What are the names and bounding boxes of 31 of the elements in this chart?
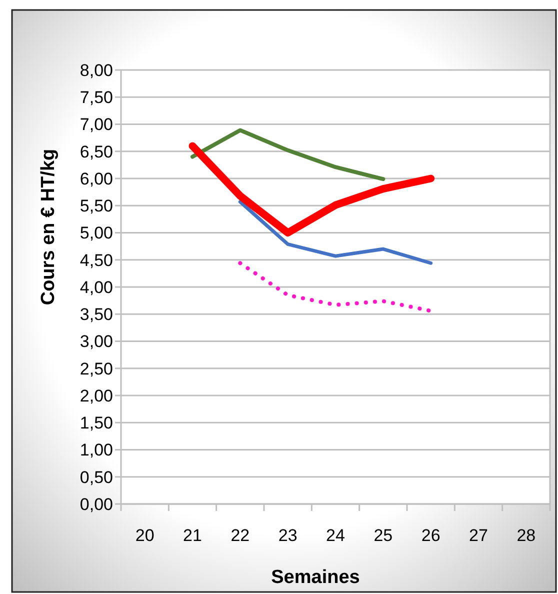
x-tick-label: 22	[230, 526, 250, 545]
y-tick-label: 3,50	[80, 305, 113, 324]
x-axis-title: Semaines	[271, 567, 360, 588]
y-tick-label: 0,50	[80, 468, 113, 487]
line-series	[238, 200, 433, 265]
y-tick-label: 2,00	[80, 386, 113, 406]
x-tick-label: 21	[183, 526, 202, 545]
y-tick-label: 4,50	[80, 250, 113, 270]
y-tick-label: 3,00	[80, 332, 113, 352]
y-tick-label: 5,50	[80, 196, 113, 216]
x-tick-label: 20	[135, 526, 154, 545]
y-tick-label: 7,50	[80, 88, 113, 108]
y-tick-label: 7,00	[80, 115, 113, 134]
x-tick-label: 27	[469, 526, 488, 545]
x-tick-label: 28	[516, 526, 536, 545]
y-tick-label: 1,00	[80, 440, 113, 460]
x-tick-label: 25	[374, 526, 393, 545]
y-tick-label: 5,00	[80, 224, 113, 243]
line-series	[238, 261, 433, 313]
y-tick-label: 0,00	[80, 494, 113, 514]
y-axis-title: Cours en € HT/kg	[38, 148, 59, 306]
y-tick-label: 6,50	[80, 142, 113, 162]
y-tick-label: 6,00	[80, 169, 113, 188]
y-tick-label: 4,00	[80, 278, 113, 297]
y-tick-label: 2,50	[80, 359, 113, 378]
x-tick-label: 24	[326, 526, 345, 545]
y-tick-label: 8,00	[80, 60, 113, 80]
y-tick-label: 1,50	[80, 414, 113, 433]
x-tick-label: 23	[278, 526, 298, 545]
line-series	[190, 128, 386, 182]
x-tick-label: 26	[421, 526, 440, 545]
